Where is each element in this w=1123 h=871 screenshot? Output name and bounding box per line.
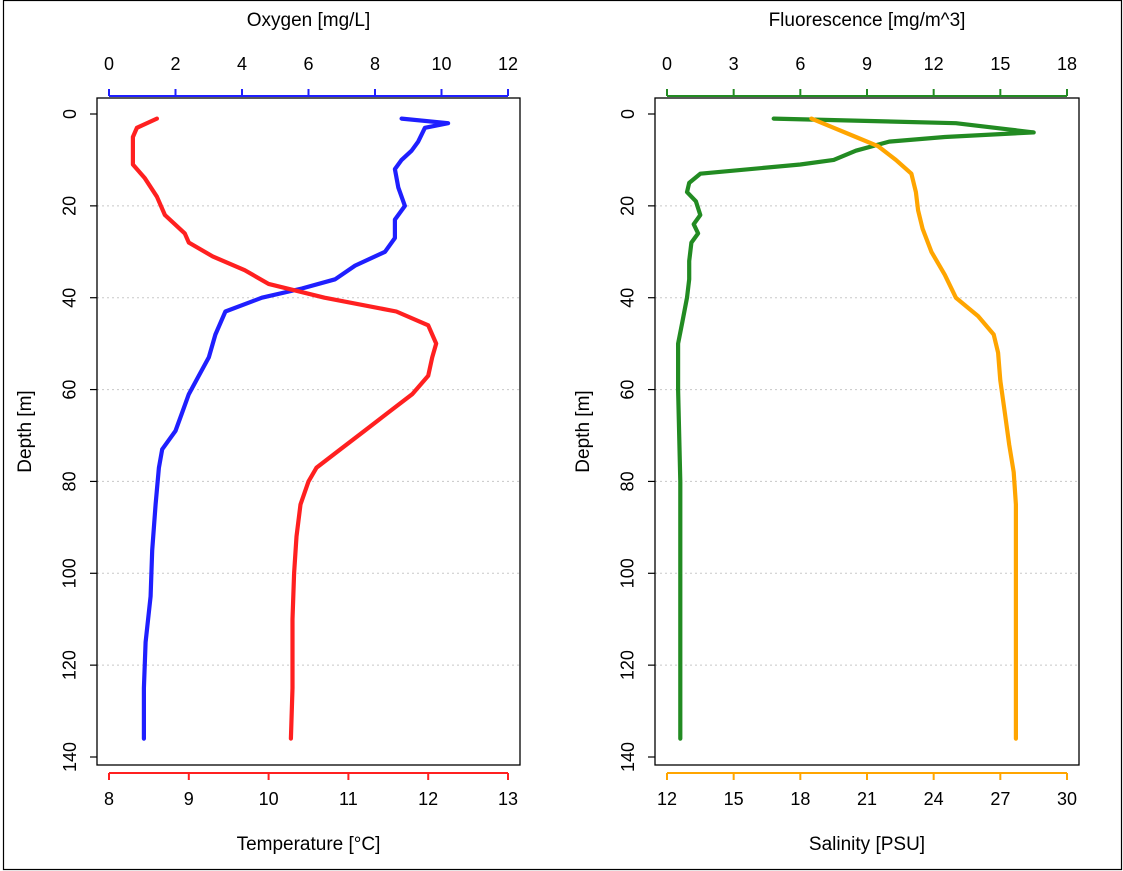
depth-tick-label-40: 40 xyxy=(60,288,80,308)
bottom-axis-temperature: 8 9 10 11 12 13 xyxy=(104,772,518,809)
chart-fluorescence-salinity: 0 3 6 9 12 15 18 12 15 18 21 24 27 30 0 20 40 60 80 100 12… xyxy=(573,10,1080,855)
depth-tick-label-80: 80 xyxy=(60,471,80,491)
temperature-tick-label-8: 8 xyxy=(104,789,114,809)
fluorescence-tick-label-6: 6 xyxy=(795,54,805,74)
depth-tick-label-80: 80 xyxy=(618,471,638,491)
series-salinity-profile xyxy=(809,116,1019,741)
salinity-tick-label-12: 12 xyxy=(657,789,677,809)
y-axis-title-left: Depth [m] xyxy=(15,390,36,472)
depth-tick-label-60: 60 xyxy=(618,380,638,400)
depth-axis-left: 0 20 40 60 80 100 120 140 xyxy=(60,109,97,772)
depth-tick-label-0: 0 xyxy=(60,109,80,119)
series-fluorescence-profile xyxy=(675,116,1036,741)
salinity-tick-label-18: 18 xyxy=(790,789,810,809)
fluorescence-tick-label-9: 9 xyxy=(862,54,872,74)
top-axis-title-oxygen: Oxygen [mg/L] xyxy=(247,10,371,31)
y-axis-title-right: Depth [m] xyxy=(573,390,594,472)
depth-tick-label-40: 40 xyxy=(618,288,638,308)
fluorescence-tick-label-15: 15 xyxy=(990,54,1010,74)
depth-tick-label-20: 20 xyxy=(618,196,638,216)
salinity-tick-label-15: 15 xyxy=(724,789,744,809)
series-right xyxy=(675,116,1036,741)
depth-tick-label-0: 0 xyxy=(618,109,638,119)
depth-tick-label-120: 120 xyxy=(618,650,638,680)
fluorescence-tick-label-12: 12 xyxy=(924,54,944,74)
salinity-tick-label-21: 21 xyxy=(857,789,877,809)
depth-tick-label-60: 60 xyxy=(60,380,80,400)
bottom-axis-salinity: 12 15 18 21 24 27 30 xyxy=(657,772,1077,809)
depth-tick-label-140: 140 xyxy=(60,742,80,772)
bottom-axis-title-temperature: Temperature [°C] xyxy=(237,834,381,855)
depth-tick-label-100: 100 xyxy=(60,558,80,588)
oxygen-tick-label-4: 4 xyxy=(237,54,247,74)
oxygen-tick-label-6: 6 xyxy=(303,54,313,74)
depth-tick-label-20: 20 xyxy=(60,196,80,216)
plot-frame-left xyxy=(96,97,521,766)
temperature-tick-label-13: 13 xyxy=(498,789,518,809)
salinity-tick-label-30: 30 xyxy=(1057,789,1077,809)
top-axis-fluorescence: 0 3 6 9 12 15 18 xyxy=(662,54,1077,97)
chart-oxygen-temperature: 0 2 4 6 8 10 12 8 9 10 11 12 13 020406080100120140 … xyxy=(15,10,521,855)
plot-frame-right xyxy=(654,97,1080,766)
oxygen-tick-label-2: 2 xyxy=(170,54,180,74)
fluorescence-tick-label-18: 18 xyxy=(1057,54,1077,74)
series-oxygen-profile xyxy=(141,116,451,741)
temperature-tick-label-12: 12 xyxy=(418,789,438,809)
depth-tick-label-100: 100 xyxy=(618,558,638,588)
oxygen-tick-label-10: 10 xyxy=(431,54,451,74)
oxygen-tick-label-12: 12 xyxy=(498,54,518,74)
grid-right xyxy=(655,205,1079,666)
series-temperature-profile xyxy=(130,116,439,741)
oxygen-tick-label-8: 8 xyxy=(370,54,380,74)
depth-axis-right: 0 20 40 60 80 100 120 140 xyxy=(618,109,655,772)
top-axis-title-fluorescence: Fluorescence [mg/m^3] xyxy=(769,10,966,31)
bottom-axis-title-salinity: Salinity [PSU] xyxy=(809,834,925,855)
series-left xyxy=(130,116,451,741)
temperature-tick-label-10: 10 xyxy=(259,789,279,809)
temperature-tick-label-9: 9 xyxy=(184,789,194,809)
top-axis-oxygen: 0 2 4 6 8 10 12 xyxy=(104,54,518,97)
salinity-tick-label-27: 27 xyxy=(990,789,1010,809)
salinity-tick-label-24: 24 xyxy=(924,789,944,809)
depth-tick-label-120: 120 xyxy=(60,650,80,680)
depth-tick-label-140: 140 xyxy=(618,742,638,772)
temperature-tick-label-11: 11 xyxy=(339,789,358,809)
fluorescence-tick-label-0: 0 xyxy=(662,54,672,74)
fluorescence-tick-label-3: 3 xyxy=(729,54,739,74)
oxygen-tick-label-0: 0 xyxy=(104,54,114,74)
